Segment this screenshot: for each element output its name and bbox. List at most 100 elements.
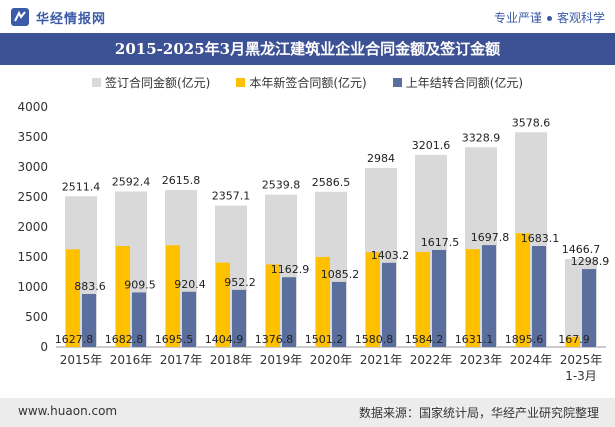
data-label-carry: 1085.2 bbox=[321, 268, 360, 281]
y-tick-label: 3500 bbox=[17, 130, 48, 144]
data-label-new: 1682.8 bbox=[105, 333, 144, 346]
data-label-total: 3201.6 bbox=[412, 139, 451, 152]
data-label-total: 1466.7 bbox=[562, 243, 601, 256]
x-tick-label: 2016年 bbox=[110, 353, 153, 367]
bar-new bbox=[466, 249, 480, 347]
slogan-left: 专业严谨 bbox=[493, 11, 542, 25]
data-label-carry: 909.5 bbox=[124, 278, 156, 291]
y-tick-label: 500 bbox=[25, 310, 48, 324]
data-label-total: 2586.5 bbox=[312, 176, 351, 189]
bar-carry bbox=[132, 292, 146, 347]
y-tick-label: 1500 bbox=[17, 250, 48, 264]
data-label-carry: 920.4 bbox=[174, 278, 206, 291]
footer: www.huaon.com 数据来源：国家统计局，华经产业研究院整理 bbox=[0, 398, 615, 427]
data-source: 数据来源：国家统计局，华经产业研究院整理 bbox=[358, 406, 599, 420]
slogan: 专业严谨 客观科学 bbox=[494, 9, 605, 26]
data-label-total: 2984 bbox=[367, 152, 395, 165]
x-tick-label: 2023年 bbox=[460, 353, 503, 367]
legend-label-total: 签订合同金额(亿元) bbox=[104, 76, 211, 90]
data-label-total: 2615.8 bbox=[162, 174, 201, 187]
y-tick-label: 4000 bbox=[17, 100, 48, 114]
bar-carry bbox=[432, 249, 446, 347]
data-label-carry: 883.6 bbox=[74, 280, 106, 293]
data-label-total: 2511.4 bbox=[62, 180, 101, 193]
data-label-new: 1501.2 bbox=[305, 333, 344, 346]
bar-new bbox=[366, 252, 380, 347]
bar-new bbox=[416, 251, 430, 347]
data-label-new: 1376.8 bbox=[255, 333, 294, 346]
bar-new bbox=[566, 336, 580, 347]
bar-new bbox=[66, 249, 80, 347]
y-tick-label: 2000 bbox=[17, 220, 48, 234]
legend-item-new: 本年新签合同额(亿元) bbox=[236, 74, 367, 91]
data-label-new: 1631.1 bbox=[455, 333, 494, 346]
x-tick-label: 2020年 bbox=[310, 353, 353, 367]
bar-carry bbox=[182, 291, 196, 347]
dot-icon bbox=[546, 16, 552, 21]
data-label-carry: 1298.9 bbox=[571, 255, 610, 268]
bar-new bbox=[166, 245, 180, 347]
legend-label-new: 本年新签合同额(亿元) bbox=[249, 76, 367, 90]
legend-label-carry: 上年结转合同额(亿元) bbox=[405, 76, 524, 90]
y-tick-label: 2500 bbox=[17, 190, 48, 204]
x-tick-label: 2018年 bbox=[210, 353, 253, 367]
title-bar: 2015-2025年3月黑龙江建筑业企业合同金额及签订金额 bbox=[0, 33, 615, 65]
y-tick-label: 3000 bbox=[17, 160, 48, 174]
data-label-total: 2592.4 bbox=[112, 175, 151, 188]
data-label-total: 3328.9 bbox=[462, 131, 501, 144]
x-tick-label: 2022年 bbox=[410, 353, 453, 367]
legend-swatch-total bbox=[91, 78, 101, 87]
x-tick-label: 2024年 bbox=[510, 353, 553, 367]
bar-carry bbox=[532, 246, 546, 347]
bar-carry bbox=[232, 289, 246, 347]
data-label-carry: 1403.2 bbox=[371, 249, 410, 262]
legend-swatch-new bbox=[236, 78, 246, 87]
x-tick-label: 2017年 bbox=[160, 353, 203, 367]
data-label-carry: 1162.9 bbox=[271, 263, 310, 276]
data-label-new: 1895.6 bbox=[505, 333, 544, 346]
data-label-total: 2539.8 bbox=[262, 179, 301, 192]
bar-new bbox=[116, 246, 130, 347]
logo[interactable]: 华经情报网 bbox=[10, 7, 106, 27]
data-label-new: 1404.9 bbox=[205, 333, 244, 346]
bar-new bbox=[266, 264, 280, 347]
bar-carry bbox=[82, 293, 96, 347]
legend-item-carry: 上年结转合同额(亿元) bbox=[392, 74, 524, 91]
bar-carry bbox=[382, 262, 396, 347]
data-label-carry: 1683.1 bbox=[521, 232, 560, 245]
data-label-total: 2357.1 bbox=[212, 190, 251, 203]
bar-new bbox=[216, 262, 230, 347]
data-label-new: 1627.8 bbox=[55, 333, 94, 346]
logo-icon bbox=[11, 8, 29, 26]
bar-carry bbox=[582, 269, 596, 347]
x-tick-label: 2025年 bbox=[560, 353, 603, 367]
data-label-total: 3578.6 bbox=[512, 116, 551, 129]
bar-carry bbox=[282, 277, 296, 347]
y-tick-label: 1000 bbox=[17, 280, 48, 294]
site-name: 华经情报网 bbox=[36, 11, 107, 27]
bar-new bbox=[316, 256, 330, 347]
data-label-carry: 1697.8 bbox=[471, 231, 510, 244]
bar-new bbox=[516, 233, 530, 347]
bar-carry bbox=[482, 245, 496, 347]
top-bar: 华经情报网 专业严谨 客观科学 bbox=[0, 0, 615, 34]
data-label-new: 1580.8 bbox=[355, 333, 394, 346]
data-label-new: 167.9 bbox=[558, 333, 590, 346]
x-tick-label: 2019年 bbox=[260, 353, 303, 367]
data-label-carry: 952.2 bbox=[224, 276, 256, 289]
x-tick-label-line2: 1-3月 bbox=[565, 369, 597, 383]
legend: 签订合同金额(亿元) 本年新签合同额(亿元) 上年结转合同额(亿元) bbox=[0, 74, 615, 91]
bar-carry bbox=[332, 281, 346, 347]
website-link[interactable]: www.huaon.com bbox=[18, 404, 118, 418]
chart-title: 2015-2025年3月黑龙江建筑业企业合同金额及签订金额 bbox=[114, 40, 501, 58]
y-tick-label: 0 bbox=[40, 340, 48, 354]
slogan-right: 客观科学 bbox=[556, 11, 605, 25]
data-label-carry: 1617.5 bbox=[421, 236, 460, 249]
data-label-new: 1584.2 bbox=[405, 333, 444, 346]
legend-swatch-carry bbox=[392, 78, 402, 87]
legend-item-total: 签订合同金额(亿元) bbox=[91, 74, 211, 91]
data-label-new: 1695.5 bbox=[155, 333, 194, 346]
x-tick-label: 2021年 bbox=[360, 353, 403, 367]
